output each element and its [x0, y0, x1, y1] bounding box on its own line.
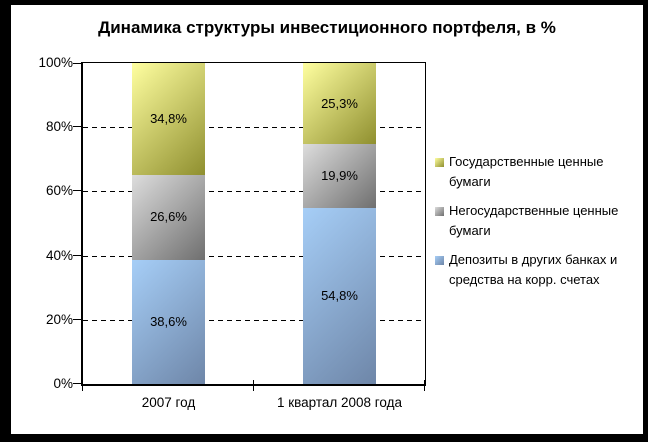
data-label: 25,3%: [321, 95, 358, 111]
data-label: 38,6%: [150, 314, 187, 330]
legend-marker-icon: [435, 207, 444, 216]
chart-canvas: Динамика структуры инвестиционного портф…: [11, 5, 643, 434]
bar-segment: [132, 260, 205, 384]
y-tick-label: 0%: [53, 376, 73, 391]
data-label: 54,8%: [321, 288, 358, 304]
y-axis-tick: [73, 254, 81, 256]
data-label: 26,6%: [150, 209, 187, 225]
legend-label: Депозиты в других банках и средства на к…: [449, 252, 618, 287]
x-axis-tick: [82, 380, 83, 391]
x-axis-tick: [424, 380, 425, 391]
y-axis-tick: [73, 63, 81, 64]
y-tick-label: 20%: [45, 311, 73, 327]
legend: Государственные ценные бумаги Негосударст…: [435, 152, 641, 299]
bar-segment: [303, 63, 376, 145]
grid-line: [83, 255, 425, 257]
x-axis-tick: [253, 380, 254, 391]
legend-item: Негосударственные ценные бумаги: [435, 201, 641, 241]
data-label: 19,9%: [321, 168, 358, 184]
y-tick-label: 100%: [38, 55, 73, 70]
grid-line: [83, 319, 425, 321]
legend-marker-icon: [435, 256, 444, 265]
data-label: 34,8%: [150, 110, 187, 126]
bar-segment: [303, 144, 376, 209]
x-category-label: 1 квартал 2008 года: [276, 395, 403, 410]
x-category-label: 2007 год: [141, 395, 196, 410]
y-axis-tick: [73, 318, 81, 320]
y-tick-label: 80%: [45, 119, 73, 135]
plot-area: 38,6% 26,6% 34,8% 54,8% 19,9% 25,3%: [73, 62, 426, 391]
chart-title: Динамика структуры инвестиционного портф…: [98, 18, 556, 37]
bar-segment: [303, 208, 376, 384]
y-axis-tick: [73, 383, 81, 384]
legend-item: Государственные ценные бумаги: [435, 152, 641, 192]
grid-line: [83, 127, 425, 129]
y-tick-label: 60%: [45, 183, 73, 199]
bar-segment: [132, 174, 205, 261]
legend-marker-icon: [435, 158, 444, 167]
y-tick-label: 40%: [45, 247, 73, 263]
legend-item: Депозиты в других банках и средства на к…: [435, 250, 641, 290]
grid-line: [83, 191, 425, 193]
legend-label: Государственные ценные бумаги: [449, 154, 604, 189]
y-axis-tick: [73, 190, 81, 192]
y-axis-tick: [73, 126, 81, 128]
legend-label: Негосударственные ценные бумаги: [449, 203, 619, 238]
bar-segment: [132, 63, 205, 175]
